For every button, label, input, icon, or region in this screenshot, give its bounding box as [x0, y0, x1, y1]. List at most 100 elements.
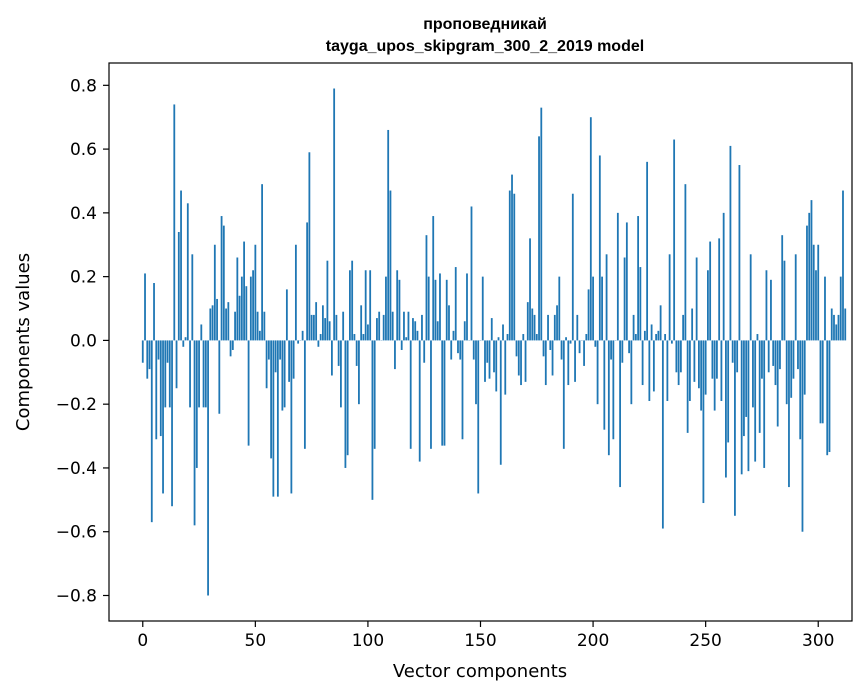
bar [711, 340, 714, 379]
bar [542, 340, 545, 357]
bar [463, 321, 466, 341]
y-tick-label: 0.4 [70, 204, 97, 224]
bar [560, 340, 563, 360]
bar [815, 270, 817, 341]
bar [243, 241, 245, 341]
bar [218, 340, 221, 414]
bar [839, 276, 842, 341]
bar [835, 324, 838, 341]
bar [200, 324, 203, 341]
bar [351, 260, 354, 341]
bar [529, 238, 531, 341]
bar [513, 193, 516, 341]
bar [520, 340, 522, 386]
bar [806, 225, 808, 341]
bar [630, 340, 633, 405]
bar [506, 334, 509, 341]
bar [328, 321, 331, 341]
bar [774, 340, 777, 386]
bar [650, 324, 653, 341]
bar [830, 308, 833, 341]
bar [421, 314, 423, 341]
bar [553, 314, 556, 341]
y-tick-label: 0.6 [70, 140, 97, 160]
bar [605, 254, 608, 341]
bar [684, 184, 687, 341]
bar [652, 340, 655, 392]
bar [772, 340, 775, 366]
bar [470, 206, 473, 341]
bar [466, 273, 468, 341]
bar [659, 305, 662, 341]
bar [272, 340, 275, 497]
bar [812, 244, 815, 341]
bar [758, 340, 761, 433]
bar [391, 311, 394, 341]
bar [371, 340, 374, 500]
bar [740, 340, 743, 475]
bar [297, 340, 300, 344]
bar [824, 276, 826, 341]
bar [565, 337, 567, 341]
bar [195, 340, 198, 468]
bar [817, 244, 820, 341]
bar [657, 330, 660, 341]
bar [511, 174, 513, 341]
bar [454, 267, 457, 341]
bar [668, 254, 671, 341]
bar [283, 340, 286, 408]
bar [677, 340, 680, 386]
bar [643, 330, 646, 341]
bar [211, 305, 214, 341]
bar [434, 279, 437, 341]
bar [743, 340, 745, 437]
chart-subtitle: tayga_upos_skipgram_300_2_2019 model [326, 38, 644, 55]
bar [367, 324, 369, 341]
x-tick-label: 250 [689, 631, 721, 651]
bar [261, 184, 263, 341]
bar [184, 337, 187, 341]
y-axis-label: Components values [13, 253, 34, 431]
bar [666, 340, 669, 401]
bar [301, 330, 304, 341]
bar [168, 340, 171, 408]
bar [779, 340, 781, 370]
x-axis-label: Vector components [393, 661, 567, 682]
bar [722, 212, 725, 341]
bar [761, 340, 763, 379]
bar [533, 314, 536, 341]
bar [484, 340, 486, 382]
bar [321, 305, 324, 341]
bar [826, 340, 829, 456]
bar [245, 286, 248, 341]
bar [306, 222, 309, 341]
bar [450, 340, 453, 360]
bar [159, 340, 162, 437]
bar [641, 340, 644, 386]
bar [400, 340, 403, 350]
bar [607, 340, 610, 456]
bar [396, 270, 399, 341]
bar [499, 340, 502, 465]
bar [698, 340, 700, 389]
x-tick-label: 300 [802, 631, 834, 651]
bar [405, 337, 408, 341]
bar [702, 340, 705, 504]
bar [249, 276, 252, 341]
bar [790, 340, 793, 398]
bar [373, 340, 376, 449]
bar [369, 270, 372, 341]
bar [326, 260, 329, 341]
y-axis: −0.8 −0.6 −0.4 −0.2 0.0 0.2 0.4 0.6 0.8 [56, 76, 109, 606]
bar [709, 241, 712, 341]
bar [578, 340, 581, 354]
bar [432, 216, 435, 341]
bar [752, 340, 754, 408]
bar [459, 340, 462, 360]
bar [231, 340, 234, 350]
bars-group [141, 88, 847, 596]
bar [317, 340, 320, 347]
bar [803, 340, 806, 395]
bar [349, 270, 351, 341]
bar [797, 340, 799, 370]
